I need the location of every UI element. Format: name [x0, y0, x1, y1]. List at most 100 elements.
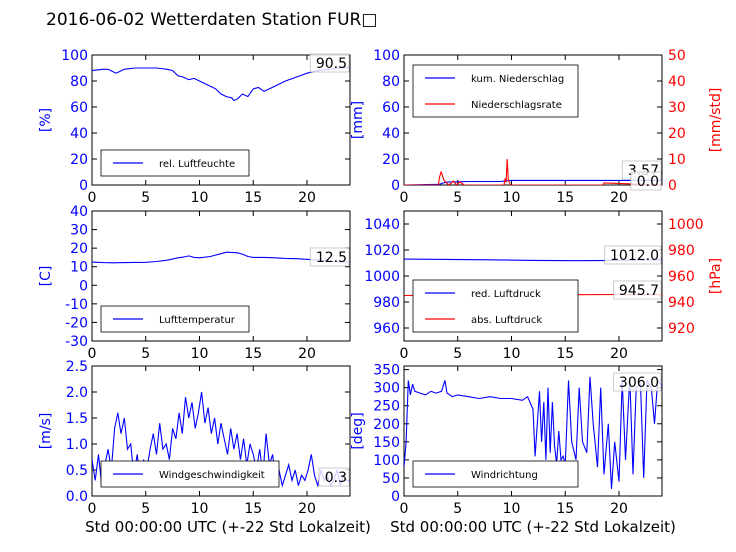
panel-pressure: 0 5 10 15 20 960 980 1000 1020 1040 920 940 960 980 10… — [364, 210, 724, 362]
x-tick-label: 10 — [503, 190, 521, 206]
legend-label: kum. Niederschlag — [471, 74, 564, 85]
y-axis-label: [m/s] — [38, 413, 54, 450]
y-tick-label: 2.0 — [66, 385, 88, 401]
x-tick-label: 10 — [503, 346, 521, 362]
y-right-tick-label: 30 — [668, 100, 686, 116]
x-tick-label: 5 — [453, 501, 462, 517]
y-right-tick-label: 20 — [668, 126, 686, 142]
legend-label: red. Luftdruck — [471, 289, 541, 300]
series-line — [404, 179, 662, 185]
x-tick-label: 0 — [88, 346, 97, 362]
y-right-tick-label: 40 — [668, 74, 686, 90]
y-tick-label: 0.0 — [66, 489, 88, 505]
value-label-box — [309, 53, 350, 73]
y-right-tick-label: 0 — [668, 178, 677, 194]
y-tick-label: 0.5 — [66, 463, 88, 479]
y-right-tick-label: 50 — [668, 48, 686, 64]
x-tick-label: 20 — [298, 501, 316, 517]
legend: red. Luftdruck abs. Luftdruck — [412, 279, 579, 333]
x-tick-label: 15 — [244, 190, 262, 206]
panel-humidity: 0 5 10 15 20 0 20 40 60 80 100 [%] 90.5 rel. Luftfeuc… — [38, 48, 351, 206]
y-right-tick-label: 1000 — [668, 217, 704, 233]
y-tick-label: 20 — [70, 152, 88, 168]
value-label: 0.0 — [637, 174, 659, 190]
x-tick-label: 20 — [610, 190, 628, 206]
y-tick-label: 250 — [373, 399, 400, 415]
value-label-box — [318, 467, 350, 487]
x-tick-label: 20 — [298, 190, 316, 206]
series-group — [92, 66, 350, 102]
y-tick-label: 1000 — [364, 269, 400, 285]
y-tick-label: 40 — [382, 126, 400, 142]
legend: kum. Niederschlag Niederschlagsrate — [412, 64, 579, 118]
value-label-box — [309, 247, 350, 267]
y-tick-label: 1040 — [364, 217, 400, 233]
y-tick-label: 1020 — [364, 243, 400, 259]
y-tick-label: 60 — [382, 100, 400, 116]
legend-label: Lufttemperatur — [159, 315, 236, 326]
legend: Windgeschwindigkeit — [100, 460, 280, 488]
x-tick-label: 10 — [503, 501, 521, 517]
y-axis-label: [C] — [38, 266, 54, 287]
figure-title: 2016-06-02 Wetterdaten Station FUR□ — [46, 10, 377, 30]
legend-label: Niederschlagsrate — [471, 100, 562, 111]
y-tick-label: 150 — [373, 435, 400, 451]
y-tick-label: 960 — [373, 321, 400, 337]
y-tick-label: 1.0 — [66, 437, 88, 453]
y-tick-label: 40 — [70, 204, 88, 220]
x-tick-label: 15 — [556, 346, 574, 362]
y-axis-label-right: [mm/std] — [708, 88, 724, 153]
x-tick-label: 15 — [556, 501, 574, 517]
x-tick-label: 15 — [244, 501, 262, 517]
x-tick-label: 5 — [141, 501, 150, 517]
x-tick-label: 5 — [141, 346, 150, 362]
x-tick-label: 0 — [400, 501, 409, 517]
y-tick-label: 80 — [70, 74, 88, 90]
y-tick-label: -30 — [65, 334, 88, 350]
panel-wind_speed: 0 5 10 15 20 0.0 0.5 1.0 1.5 2.0 2.5 [m/s] 0.3 Windge… — [38, 359, 351, 517]
y-tick-label: 100 — [373, 48, 400, 64]
value-label: 306.0 — [619, 375, 659, 391]
series-line — [92, 66, 350, 102]
y-tick-label: 20 — [382, 152, 400, 168]
series-line — [92, 251, 350, 264]
y-tick-label: 100 — [373, 453, 400, 469]
y-axis-label: [%] — [38, 108, 54, 132]
x-tick-label: 10 — [191, 501, 209, 517]
y-tick-label: 0 — [79, 278, 88, 294]
y-tick-label: 100 — [61, 48, 88, 64]
legend-label: Windgeschwindigkeit — [159, 470, 265, 481]
panel-wind_dir: 0 5 10 15 20050100150200250300350[deg]306.0W… — [350, 363, 663, 517]
legend-label: rel. Luftfeuchte — [159, 159, 235, 170]
value-label-box — [613, 280, 662, 300]
x-tick-label: 0 — [88, 190, 97, 206]
value-label: 1012.0 — [610, 248, 659, 264]
x-tick-label: 5 — [453, 346, 462, 362]
y-tick-label: 200 — [373, 417, 400, 433]
y-tick-label: 0 — [391, 178, 400, 194]
x-tick-label: 15 — [244, 346, 262, 362]
y-tick-label: 0 — [391, 489, 400, 505]
panel-precip: 0 5 10 15 20 0 20 40 60 80 100 0 10 20 30 40 50 [mm] [mm/s… — [350, 48, 724, 206]
series-line — [404, 376, 662, 489]
series-group — [92, 251, 350, 264]
legend: Windrichtung — [412, 460, 579, 488]
x-tick-label: 0 — [400, 346, 409, 362]
y-right-tick-label: 10 — [668, 152, 686, 168]
value-label-box — [630, 171, 662, 191]
y-axis-label: [mm] — [350, 101, 366, 139]
y-tick-label: 0 — [79, 178, 88, 194]
series-line — [404, 158, 662, 185]
x-tick-label: 5 — [141, 190, 150, 206]
y-tick-label: 60 — [70, 100, 88, 116]
y-tick-label: 2.5 — [66, 359, 88, 375]
value-label: 0.3 — [325, 470, 347, 486]
y-tick-label: 300 — [373, 381, 400, 397]
x-tick-label: 20 — [298, 346, 316, 362]
y-right-tick-label: 960 — [668, 269, 695, 285]
x-tick-label: 15 — [556, 190, 574, 206]
legend-label: Windrichtung — [471, 470, 538, 481]
legend: rel. Luftfeuchte — [100, 149, 250, 177]
x-axis-label-left: Std 00:00:00 UTC (+-22 Std Lokalzeit) — [85, 518, 371, 536]
